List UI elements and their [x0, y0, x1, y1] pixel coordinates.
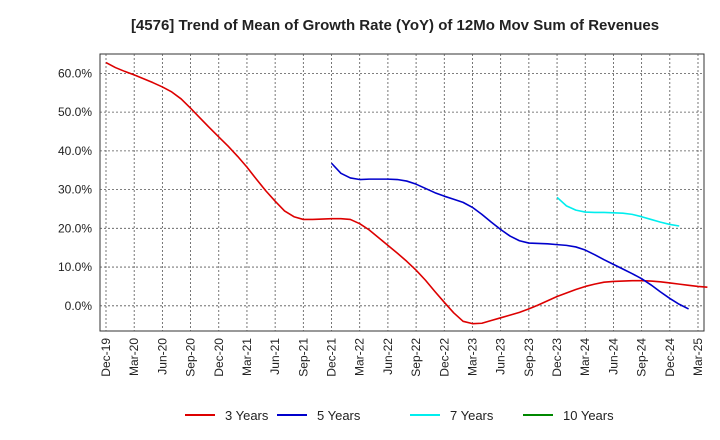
x-tick-label: Mar-24 — [578, 338, 592, 376]
series-line-7-years — [556, 196, 680, 227]
gridlines — [100, 54, 704, 331]
x-tick-label: Dec-24 — [663, 338, 677, 377]
y-axis: 0.0% 10.0% 20.0% 30.0% 40.0% 50.0% 60.0% — [58, 66, 92, 312]
y-tick-label: 30.0% — [58, 183, 92, 197]
x-tick-label: Dec-21 — [325, 338, 339, 377]
y-tick-label: 10.0% — [58, 260, 92, 274]
series-line-3-years — [105, 61, 708, 325]
x-tick-label: Sep-23 — [522, 338, 536, 377]
plot-area — [99, 53, 705, 332]
x-tick-label: Dec-20 — [212, 338, 226, 377]
chart-title: [4576] Trend of Mean of Growth Rate (YoY… — [131, 17, 659, 34]
x-tick-label: Mar-23 — [465, 338, 479, 376]
x-tick-label: Jun-21 — [268, 338, 282, 375]
y-tick-label: 50.0% — [58, 105, 92, 119]
x-tick-label: Dec-19 — [99, 338, 113, 377]
y-tick-label: 20.0% — [58, 221, 92, 235]
x-tick-label: Dec-23 — [550, 338, 564, 377]
x-tick-label: Jun-22 — [381, 338, 395, 375]
x-tick-label: Jun-20 — [155, 338, 169, 375]
x-tick-label: Mar-25 — [691, 338, 705, 376]
x-tick-label: Sep-24 — [635, 338, 649, 377]
series-lines — [105, 61, 708, 325]
y-tick-label: 60.0% — [58, 66, 92, 80]
x-tick-label: Jun-23 — [494, 338, 508, 375]
legend: 3 Years 5 Years 7 Years 10 Years — [185, 408, 614, 423]
series-line-5-years — [330, 162, 689, 310]
x-tick-label: Mar-21 — [240, 338, 254, 376]
legend-label: 7 Years — [450, 408, 494, 423]
x-tick-label: Mar-20 — [127, 338, 141, 376]
x-tick-label: Dec-22 — [437, 338, 451, 377]
legend-label: 10 Years — [563, 408, 614, 423]
x-tick-label: Sep-22 — [409, 338, 423, 377]
x-tick-label: Mar-22 — [353, 338, 367, 376]
y-tick-label: 40.0% — [58, 144, 92, 158]
x-tick-label: Sep-21 — [296, 338, 310, 377]
legend-label: 3 Years — [225, 408, 269, 423]
x-axis: Dec-19 Mar-20 Jun-20 Sep-20 Dec-20 Mar-21 Jun-… — [99, 338, 705, 377]
legend-label: 5 Years — [317, 408, 361, 423]
y-tick-label: 0.0% — [65, 299, 93, 313]
x-tick-label: Sep-20 — [184, 338, 198, 377]
x-tick-label: Jun-24 — [606, 338, 620, 375]
